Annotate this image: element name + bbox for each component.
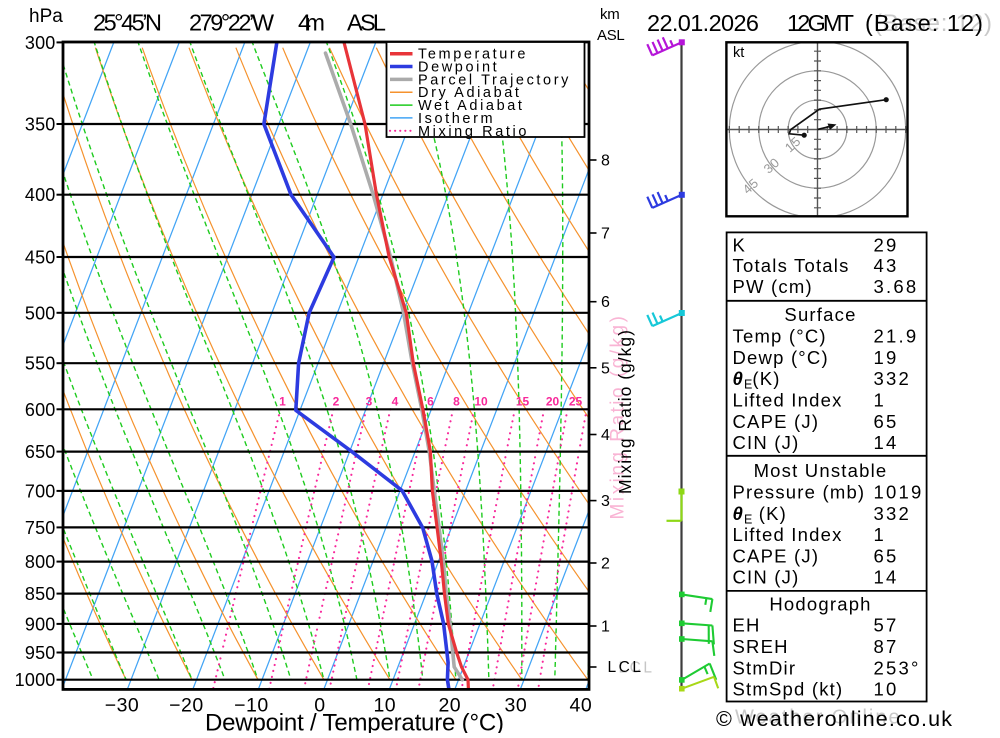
svg-text:SREH: SREH — [733, 636, 789, 657]
svg-text:3: 3 — [366, 394, 373, 408]
svg-text:θE (K): θE (K) — [733, 503, 787, 527]
svg-text:15: 15 — [516, 394, 530, 408]
svg-text:−20: −20 — [169, 695, 204, 717]
svg-text:θE(K): θE(K) — [733, 368, 781, 392]
svg-text:1: 1 — [874, 524, 887, 545]
svg-text:4: 4 — [392, 394, 399, 408]
svg-text:850: 850 — [25, 584, 56, 604]
svg-text:Dewpoint / Temperature (°C): Dewpoint / Temperature (°C) — [205, 710, 504, 734]
svg-text:43: 43 — [874, 255, 899, 276]
svg-text:450: 450 — [25, 248, 56, 268]
svg-text:StmSpd (kt): StmSpd (kt) — [733, 679, 844, 700]
svg-text:Most Unstable: Most Unstable — [754, 460, 888, 481]
svg-text:PW (cm): PW (cm) — [733, 276, 813, 297]
svg-text:(Base: 12): (Base: 12) — [865, 10, 983, 36]
svg-text:ASL: ASL — [347, 10, 386, 36]
svg-text:EH: EH — [733, 615, 761, 636]
svg-text:40: 40 — [570, 695, 593, 717]
svg-text:Temp (°C): Temp (°C) — [733, 326, 827, 347]
svg-text:650: 650 — [25, 442, 56, 462]
svg-text:20: 20 — [546, 394, 560, 408]
svg-text:500: 500 — [25, 303, 56, 323]
svg-text:19: 19 — [874, 347, 899, 368]
svg-text:22.01.2026: 22.01.2026 — [647, 10, 759, 36]
svg-text:hPa: hPa — [29, 6, 63, 27]
svg-text:400: 400 — [25, 185, 56, 205]
svg-text:29: 29 — [874, 235, 899, 256]
svg-text:CAPE (J): CAPE (J) — [733, 411, 820, 432]
svg-text:57: 57 — [874, 615, 899, 636]
svg-text:2: 2 — [601, 556, 610, 573]
svg-text:800: 800 — [25, 552, 56, 572]
svg-text:Hodograph: Hodograph — [769, 593, 871, 614]
svg-text:300: 300 — [25, 33, 56, 53]
svg-text:900: 900 — [25, 614, 56, 634]
svg-text:−30: −30 — [105, 695, 140, 717]
svg-text:CIN (J): CIN (J) — [733, 567, 800, 588]
svg-text:21.9: 21.9 — [874, 326, 919, 347]
svg-text:14: 14 — [874, 432, 899, 453]
svg-text:700: 700 — [25, 481, 56, 501]
svg-text:kt: kt — [733, 45, 744, 61]
svg-text:10: 10 — [474, 394, 488, 408]
svg-text:279°22’W: 279°22’W — [189, 10, 275, 36]
svg-text:87: 87 — [874, 636, 899, 657]
svg-text:1: 1 — [279, 394, 286, 408]
svg-text:Lifted Index: Lifted Index — [733, 390, 843, 411]
svg-text:1019: 1019 — [874, 482, 924, 503]
svg-text:ASL: ASL — [597, 27, 624, 44]
svg-text:8: 8 — [601, 153, 610, 170]
svg-text:332: 332 — [874, 368, 911, 389]
svg-text:Pressure (mb): Pressure (mb) — [733, 482, 866, 503]
svg-text:350: 350 — [25, 115, 56, 135]
svg-text:253°: 253° — [874, 657, 921, 678]
svg-text:14: 14 — [874, 567, 899, 588]
svg-text:3.68: 3.68 — [874, 276, 919, 297]
svg-text:1000: 1000 — [15, 670, 56, 690]
svg-text:Totals Totals: Totals Totals — [733, 255, 850, 276]
svg-text:CIN (J): CIN (J) — [733, 432, 800, 453]
svg-text:LCL: LCL — [608, 659, 644, 676]
svg-text:StmDir: StmDir — [733, 657, 797, 678]
svg-text:7: 7 — [601, 226, 610, 243]
svg-text:1: 1 — [874, 390, 887, 411]
svg-text:Lifted Index: Lifted Index — [733, 524, 843, 545]
svg-text:332: 332 — [874, 503, 911, 524]
svg-text:6: 6 — [601, 294, 610, 311]
svg-text:600: 600 — [25, 400, 56, 420]
svg-text:8: 8 — [453, 394, 460, 408]
svg-text:950: 950 — [25, 643, 56, 663]
svg-text:65: 65 — [874, 411, 899, 432]
svg-text:25: 25 — [569, 394, 583, 408]
svg-text:65: 65 — [874, 545, 899, 566]
svg-text:30: 30 — [505, 695, 528, 717]
svg-text:Dewp (°C): Dewp (°C) — [733, 347, 829, 368]
svg-text:1: 1 — [601, 619, 610, 636]
svg-text:25°45’N: 25°45’N — [93, 10, 162, 36]
svg-text:750: 750 — [25, 518, 56, 538]
svg-text:Mixing Ratio: Mixing Ratio — [418, 124, 529, 140]
svg-text:K: K — [733, 235, 747, 256]
svg-text:2: 2 — [333, 394, 340, 408]
svg-text:6: 6 — [427, 394, 434, 408]
svg-text:4m: 4m — [298, 10, 325, 36]
svg-text:550: 550 — [25, 354, 56, 374]
svg-text:Surface: Surface — [784, 304, 856, 325]
svg-text:km: km — [600, 6, 619, 23]
svg-text:Mixing Ratio (g/kg): Mixing Ratio (g/kg) — [615, 329, 635, 494]
svg-text:10: 10 — [874, 679, 899, 700]
svg-text:© weatheronline.co.uk: © weatheronline.co.uk — [716, 707, 952, 731]
svg-text:CAPE (J): CAPE (J) — [733, 545, 820, 566]
svg-text:12GMT: 12GMT — [787, 10, 854, 36]
